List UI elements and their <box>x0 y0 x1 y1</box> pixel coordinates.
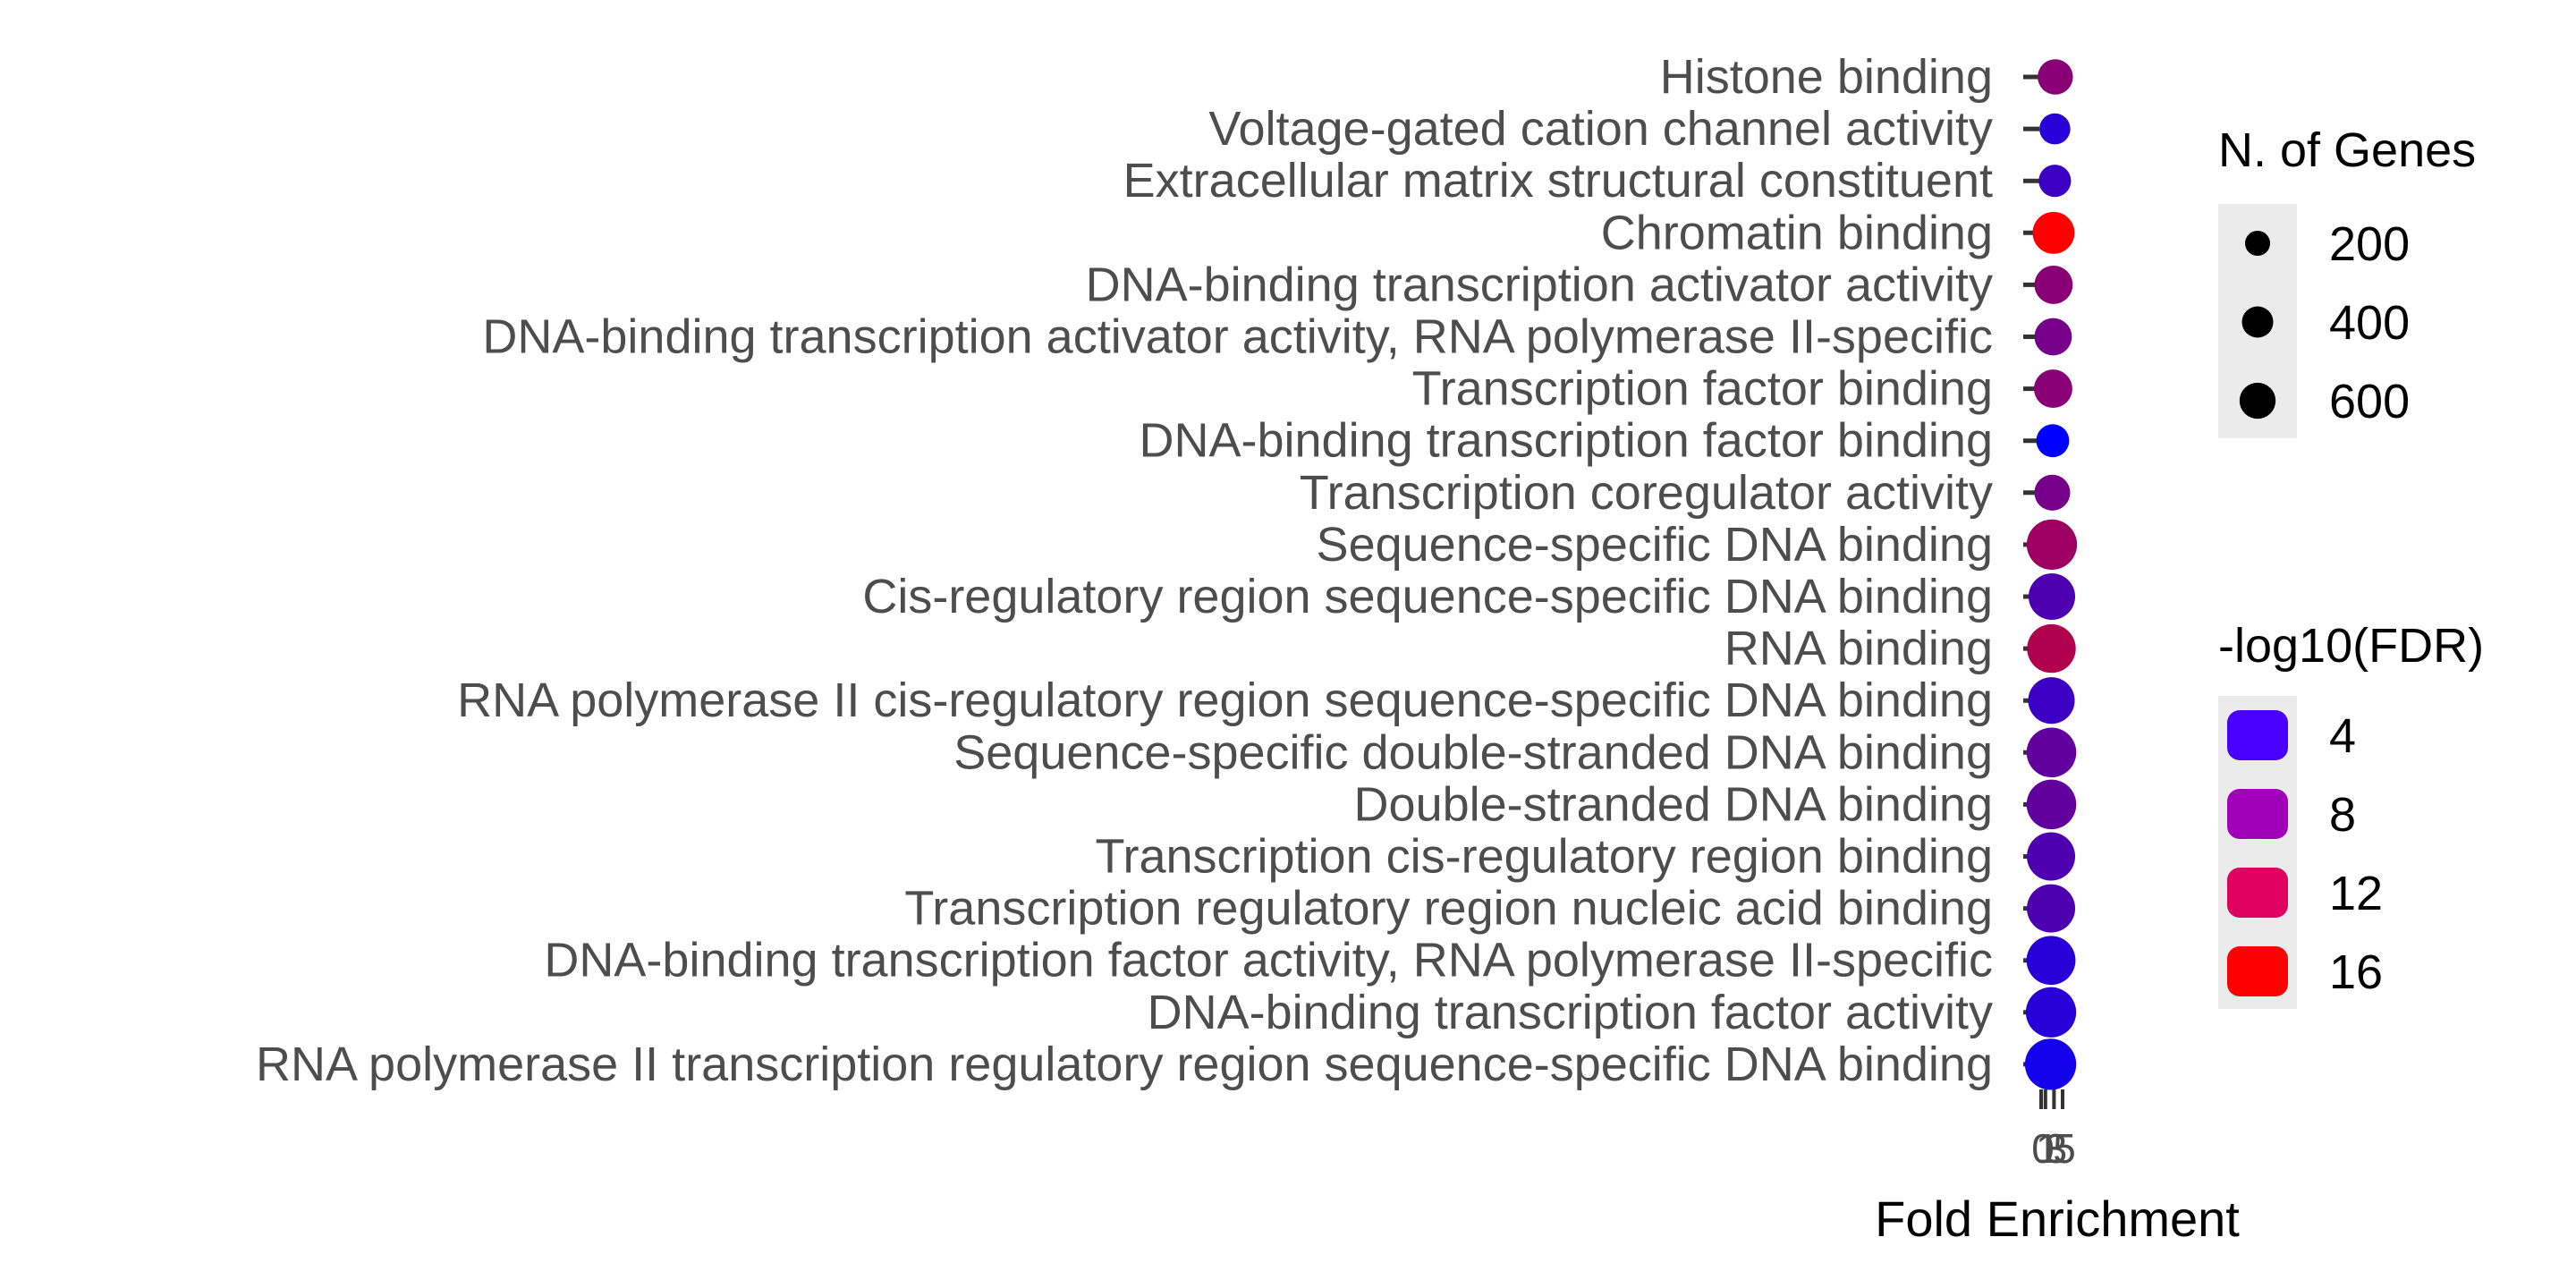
color-legend-label: 16 <box>2329 945 2383 999</box>
category-row: Extracellular matrix structural constitu… <box>1123 154 2072 208</box>
category-row: RNA binding <box>1724 622 2076 675</box>
category-label: Sequence-specific double-stranded DNA bi… <box>953 725 1993 779</box>
x-tick-label: 1 <box>2036 1125 2059 1172</box>
color-legend-key <box>2227 946 2288 996</box>
category-label: Cis-regulatory region sequence-specific … <box>862 570 1993 623</box>
category-row: DNA-binding transcription factor activit… <box>1148 986 2077 1039</box>
category-label: RNA polymerase II cis-regulatory region … <box>457 674 1993 727</box>
category-row: Sequence-specific DNA binding <box>1317 518 2078 572</box>
category-label: RNA polymerase II transcription regulato… <box>256 1038 1993 1091</box>
color-legend-label: 12 <box>2329 867 2383 920</box>
category-label: DNA-binding transcription activator acti… <box>1086 258 1993 311</box>
category-row: Double-stranded DNA binding <box>1354 777 2077 831</box>
lollipop-point <box>2025 987 2077 1038</box>
category-label: Histone binding <box>1660 50 1993 104</box>
color-legend-label: 8 <box>2329 788 2356 842</box>
lollipop-point <box>2034 474 2071 511</box>
category-row: Transcription factor binding <box>1412 362 2072 416</box>
lollipop-point <box>2024 1038 2077 1090</box>
category-label: Double-stranded DNA binding <box>1354 777 1993 831</box>
category-row: Transcription cis-regulatory region bind… <box>1096 830 2076 884</box>
lollipop-point <box>2027 884 2076 933</box>
category-row: DNA-binding transcription factor activit… <box>544 934 2076 987</box>
color-legend-key <box>2227 868 2288 918</box>
category-row: DNA-binding transcription activator acti… <box>482 310 2072 364</box>
category-label: Extracellular matrix structural constitu… <box>1123 154 1993 208</box>
x-tick-label: 3 <box>2045 1125 2068 1172</box>
category-label: Chromatin binding <box>1601 206 1993 259</box>
lollipop-point <box>2028 677 2075 724</box>
category-row: Voltage-gated cation channel activity <box>1208 102 2071 156</box>
size-legend-label: 200 <box>2329 217 2410 271</box>
category-label: Transcription factor binding <box>1412 362 1993 416</box>
size-legend-key <box>2244 230 2271 257</box>
category-label: Transcription coregulator activity <box>1300 466 1993 520</box>
category-label: DNA-binding transcription factor binding <box>1140 414 1994 468</box>
category-label: DNA-binding transcription activator acti… <box>482 310 1993 364</box>
category-row: RNA polymerase II transcription regulato… <box>256 1038 2077 1091</box>
color-legend-label: 4 <box>2329 709 2356 763</box>
category-row: Transcription regulatory region nucleic … <box>904 882 2076 936</box>
x-tick-label: 5 <box>2053 1125 2076 1172</box>
lollipop-point <box>2026 779 2077 830</box>
category-row: Cis-regulatory region sequence-specific … <box>862 570 2076 623</box>
category-row: Sequence-specific double-stranded DNA bi… <box>953 725 2077 779</box>
size-legend-label: 600 <box>2329 375 2410 428</box>
category-label: Sequence-specific DNA binding <box>1317 518 1993 572</box>
lollipop-point <box>2028 572 2076 621</box>
category-label: Voltage-gated cation channel activity <box>1208 102 1993 156</box>
x-axis-title: Fold Enrichment <box>1875 1191 2240 1247</box>
color-legend-key <box>2227 710 2288 760</box>
category-row: DNA-binding transcription activator acti… <box>1086 258 2073 311</box>
lollipop-point <box>2036 424 2070 458</box>
lollipop-point <box>2027 832 2076 881</box>
lollipop-point <box>2034 265 2073 304</box>
color-legend-title: -log10(FDR) <box>2218 619 2484 673</box>
lollipop-point <box>2039 113 2071 145</box>
x-tick-label: 0 <box>2031 1125 2055 1172</box>
color-legend: -log10(FDR) 4 8 12 16 <box>2218 619 2484 1009</box>
size-legend-key <box>2239 382 2276 419</box>
category-row: RNA polymerase II cis-regulatory region … <box>457 674 2075 727</box>
color-legend-key <box>2227 789 2288 839</box>
category-label: Transcription regulatory region nucleic … <box>904 882 1993 936</box>
lollipop-point <box>2026 519 2078 571</box>
category-row: Histone binding <box>1660 50 2073 104</box>
category-label: DNA-binding transcription factor activit… <box>544 934 1993 987</box>
lollipop-point <box>2027 623 2076 674</box>
size-legend: N. of Genes 200 400 600 <box>2218 123 2476 438</box>
category-label: Transcription cis-regulatory region bind… <box>1096 830 1993 884</box>
lollipop-point <box>2038 59 2073 95</box>
size-legend-title: N. of Genes <box>2218 123 2476 177</box>
lollipop-point <box>2038 165 2072 198</box>
category-row: Transcription coregulator activity <box>1300 466 2071 520</box>
lollipop-point <box>2032 211 2075 254</box>
category-label: DNA-binding transcription factor activit… <box>1148 986 1993 1039</box>
category-label: RNA binding <box>1724 622 1993 675</box>
lollipop-point <box>2034 369 2072 409</box>
size-legend-key <box>2241 306 2274 338</box>
category-row: Chromatin binding <box>1601 206 2075 259</box>
size-legend-label: 400 <box>2329 296 2410 350</box>
lollipop-point <box>2026 727 2077 778</box>
lollipop-point <box>2026 936 2076 986</box>
lollipop-point <box>2034 318 2072 356</box>
category-row: DNA-binding transcription factor binding <box>1140 414 2070 468</box>
